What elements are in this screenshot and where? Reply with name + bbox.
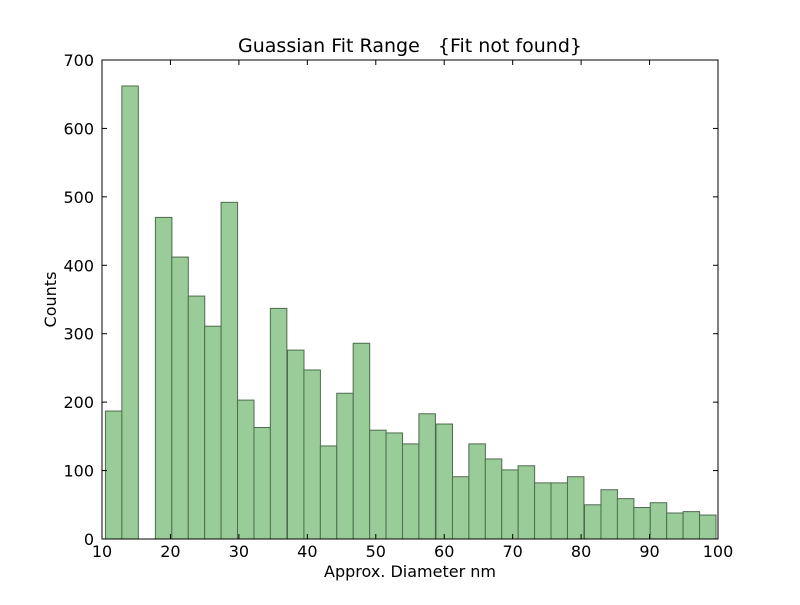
histogram-bar <box>666 512 684 540</box>
histogram-bar <box>633 507 651 540</box>
histogram-bar <box>534 482 552 540</box>
x-tick-label: 40 <box>297 542 317 561</box>
x-tick-label: 90 <box>639 542 659 561</box>
histogram-bar <box>220 201 239 540</box>
histogram-bar <box>401 443 420 540</box>
y-tick-label: 400 <box>63 256 94 275</box>
histogram-bar <box>253 426 271 540</box>
x-tick-label: 70 <box>502 542 522 561</box>
histogram-bar <box>584 504 602 540</box>
tick-labels-group: 10 20 30 40 50 60 70 80 90 100 0 100 200 300 400 500 600… <box>63 51 733 561</box>
histogram-bar <box>468 443 486 540</box>
histogram-bar <box>616 498 635 540</box>
histogram-bar <box>369 429 387 540</box>
histogram-bar <box>600 489 618 540</box>
histogram-bar <box>154 216 173 540</box>
histogram-bar <box>303 369 321 540</box>
histogram-bar <box>352 342 371 540</box>
y-tick-label: 700 <box>63 51 94 70</box>
bars-group <box>104 85 717 540</box>
histogram-bar <box>385 432 404 540</box>
histogram-bar <box>435 423 454 540</box>
histogram-bar <box>501 469 519 540</box>
histogram-bar <box>451 476 470 540</box>
histogram-bar <box>286 349 305 540</box>
x-axis-label: Approx. Diameter nm <box>324 562 496 581</box>
histogram-bar <box>682 511 701 540</box>
ticks-group <box>101 59 719 540</box>
histogram-bar <box>319 445 338 540</box>
x-tick-label: 50 <box>366 542 386 561</box>
histogram-bar <box>649 502 668 540</box>
x-tick-label: 10 <box>92 542 112 561</box>
histogram-bar <box>336 392 354 540</box>
histogram-bar <box>517 465 536 540</box>
x-tick-label: 80 <box>571 542 591 561</box>
y-tick-label: 300 <box>63 325 94 344</box>
y-tick-label: 500 <box>63 188 94 207</box>
plot-frame <box>101 59 719 540</box>
y-tick-label: 0 <box>84 530 94 549</box>
y-tick-label: 200 <box>63 393 94 412</box>
histogram-bar <box>171 256 189 540</box>
histogram-bar <box>187 295 206 540</box>
histogram-bar <box>550 482 568 540</box>
chart-title: Guassian Fit Range {Fit not found} <box>238 35 582 57</box>
x-tick-label: 20 <box>160 542 180 561</box>
x-tick-label: 60 <box>434 542 454 561</box>
histogram-bar <box>484 458 503 540</box>
y-tick-label: 100 <box>63 462 94 481</box>
histogram-bar <box>104 410 123 540</box>
histogram-bar <box>566 476 585 540</box>
histogram-bar <box>204 325 222 540</box>
x-tick-label: 100 <box>703 542 734 561</box>
histogram-bar <box>699 514 717 540</box>
histogram-bar <box>121 85 139 540</box>
y-tick-label: 600 <box>63 119 94 138</box>
x-tick-label: 30 <box>229 542 249 561</box>
histogram-bar <box>269 307 288 540</box>
histogram-bar <box>418 413 436 540</box>
y-axis-label: Counts <box>41 272 60 328</box>
histogram-bar <box>237 399 255 540</box>
